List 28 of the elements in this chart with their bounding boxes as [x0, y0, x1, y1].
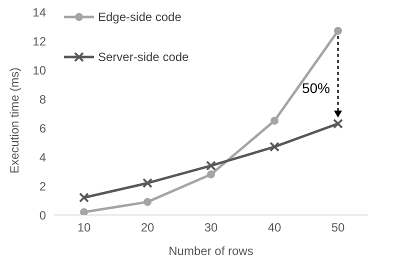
x-tick-label: 30: [204, 220, 218, 235]
legend-label: Edge-side code: [98, 10, 182, 24]
y-tick-label: 0: [39, 208, 46, 222]
y-tick-label: 14: [32, 5, 46, 20]
legend-label: Server-side code: [98, 50, 189, 64]
point: [270, 142, 280, 152]
annotation: 50%: [302, 80, 330, 96]
point: [144, 198, 152, 206]
y-tick-label: 12: [32, 34, 46, 48]
y-tick-label: 10: [32, 63, 46, 78]
y-tick-label: 8: [39, 92, 46, 106]
x-tick-label: 20: [140, 220, 154, 235]
point: [333, 118, 343, 129]
x-tick-label: 40: [268, 220, 282, 235]
point: [206, 160, 216, 171]
x-tick-label: 50: [331, 220, 345, 235]
y-tick-label: 6: [39, 121, 46, 136]
point: [79, 192, 89, 203]
point: [334, 26, 342, 35]
y-tick-label: 2: [39, 179, 46, 194]
x-tick-label: 10: [77, 220, 91, 235]
point: [207, 170, 215, 178]
y-tick-label: 4: [39, 150, 46, 164]
point: [270, 116, 278, 125]
y-axis-title: Execution time (ms): [7, 67, 22, 174]
point: [80, 208, 88, 215]
point: [142, 178, 152, 188]
x-axis-title: Number of rows: [168, 244, 254, 258]
